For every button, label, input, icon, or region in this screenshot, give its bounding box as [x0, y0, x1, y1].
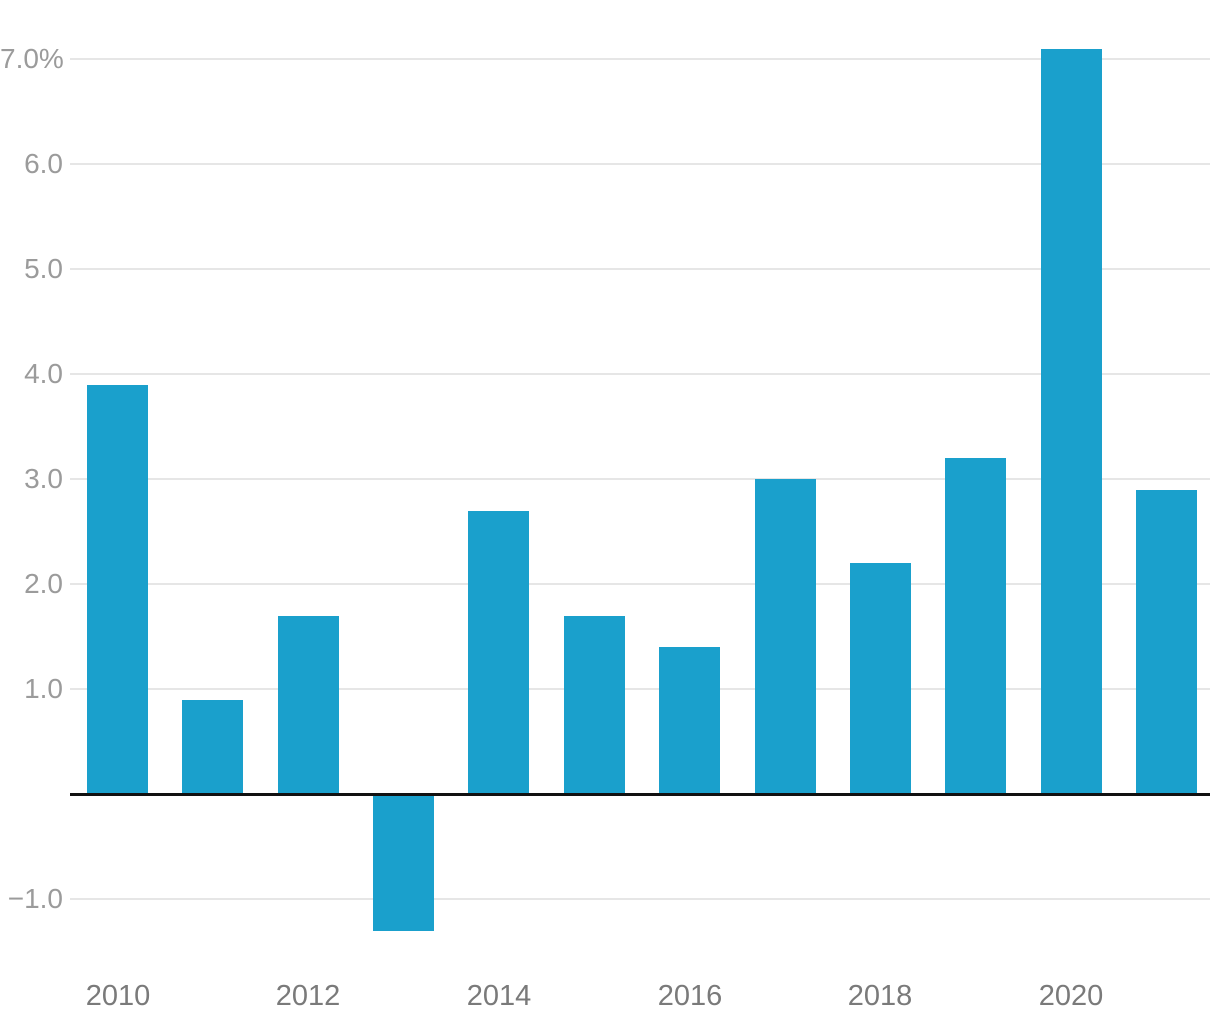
bar-2012 — [278, 616, 339, 795]
gridline-3 — [70, 478, 1210, 480]
bar-2015 — [564, 616, 625, 795]
y-tick-label-1: 1.0 — [24, 673, 63, 704]
bar-2011 — [182, 700, 243, 795]
x-tick-label-2018: 2018 — [847, 980, 913, 1012]
bar-2021 — [1136, 490, 1197, 795]
x-tick-label-2012: 2012 — [275, 980, 341, 1012]
y-tick-label-7: 7.0% — [0, 43, 64, 74]
bar-2016 — [659, 647, 720, 794]
gridline-1 — [70, 688, 1210, 690]
x-tick-label-2014: 2014 — [466, 980, 532, 1012]
y-tick-label-2: 2.0 — [24, 568, 63, 599]
x-tick-label-2020: 2020 — [1038, 980, 1104, 1012]
bar-2014 — [468, 511, 529, 795]
bar-2018 — [850, 563, 911, 794]
bar-2010 — [87, 385, 148, 795]
y-tick-label-4: 4.0 — [24, 358, 63, 389]
gridline-4 — [70, 373, 1210, 375]
bar-2013 — [373, 794, 434, 931]
gridline-6 — [70, 163, 1210, 165]
y-tick-label-3: 3.0 — [24, 463, 63, 494]
y-tick-label-5: 5.0 — [24, 253, 63, 284]
bar-2019 — [945, 458, 1006, 794]
gridline-5 — [70, 268, 1210, 270]
x-axis-zero-line — [70, 793, 1210, 796]
x-tick-label-2016: 2016 — [657, 980, 723, 1012]
y-tick-label--1: −1.0 — [7, 883, 63, 914]
gridline-7 — [70, 58, 1210, 60]
bar-2020 — [1041, 49, 1102, 795]
bar-2017 — [755, 479, 816, 794]
gridline-2 — [70, 583, 1210, 585]
x-tick-label-2010: 2010 — [85, 980, 151, 1012]
y-tick-label-6: 6.0 — [24, 148, 63, 179]
gridline--1 — [70, 898, 1210, 900]
